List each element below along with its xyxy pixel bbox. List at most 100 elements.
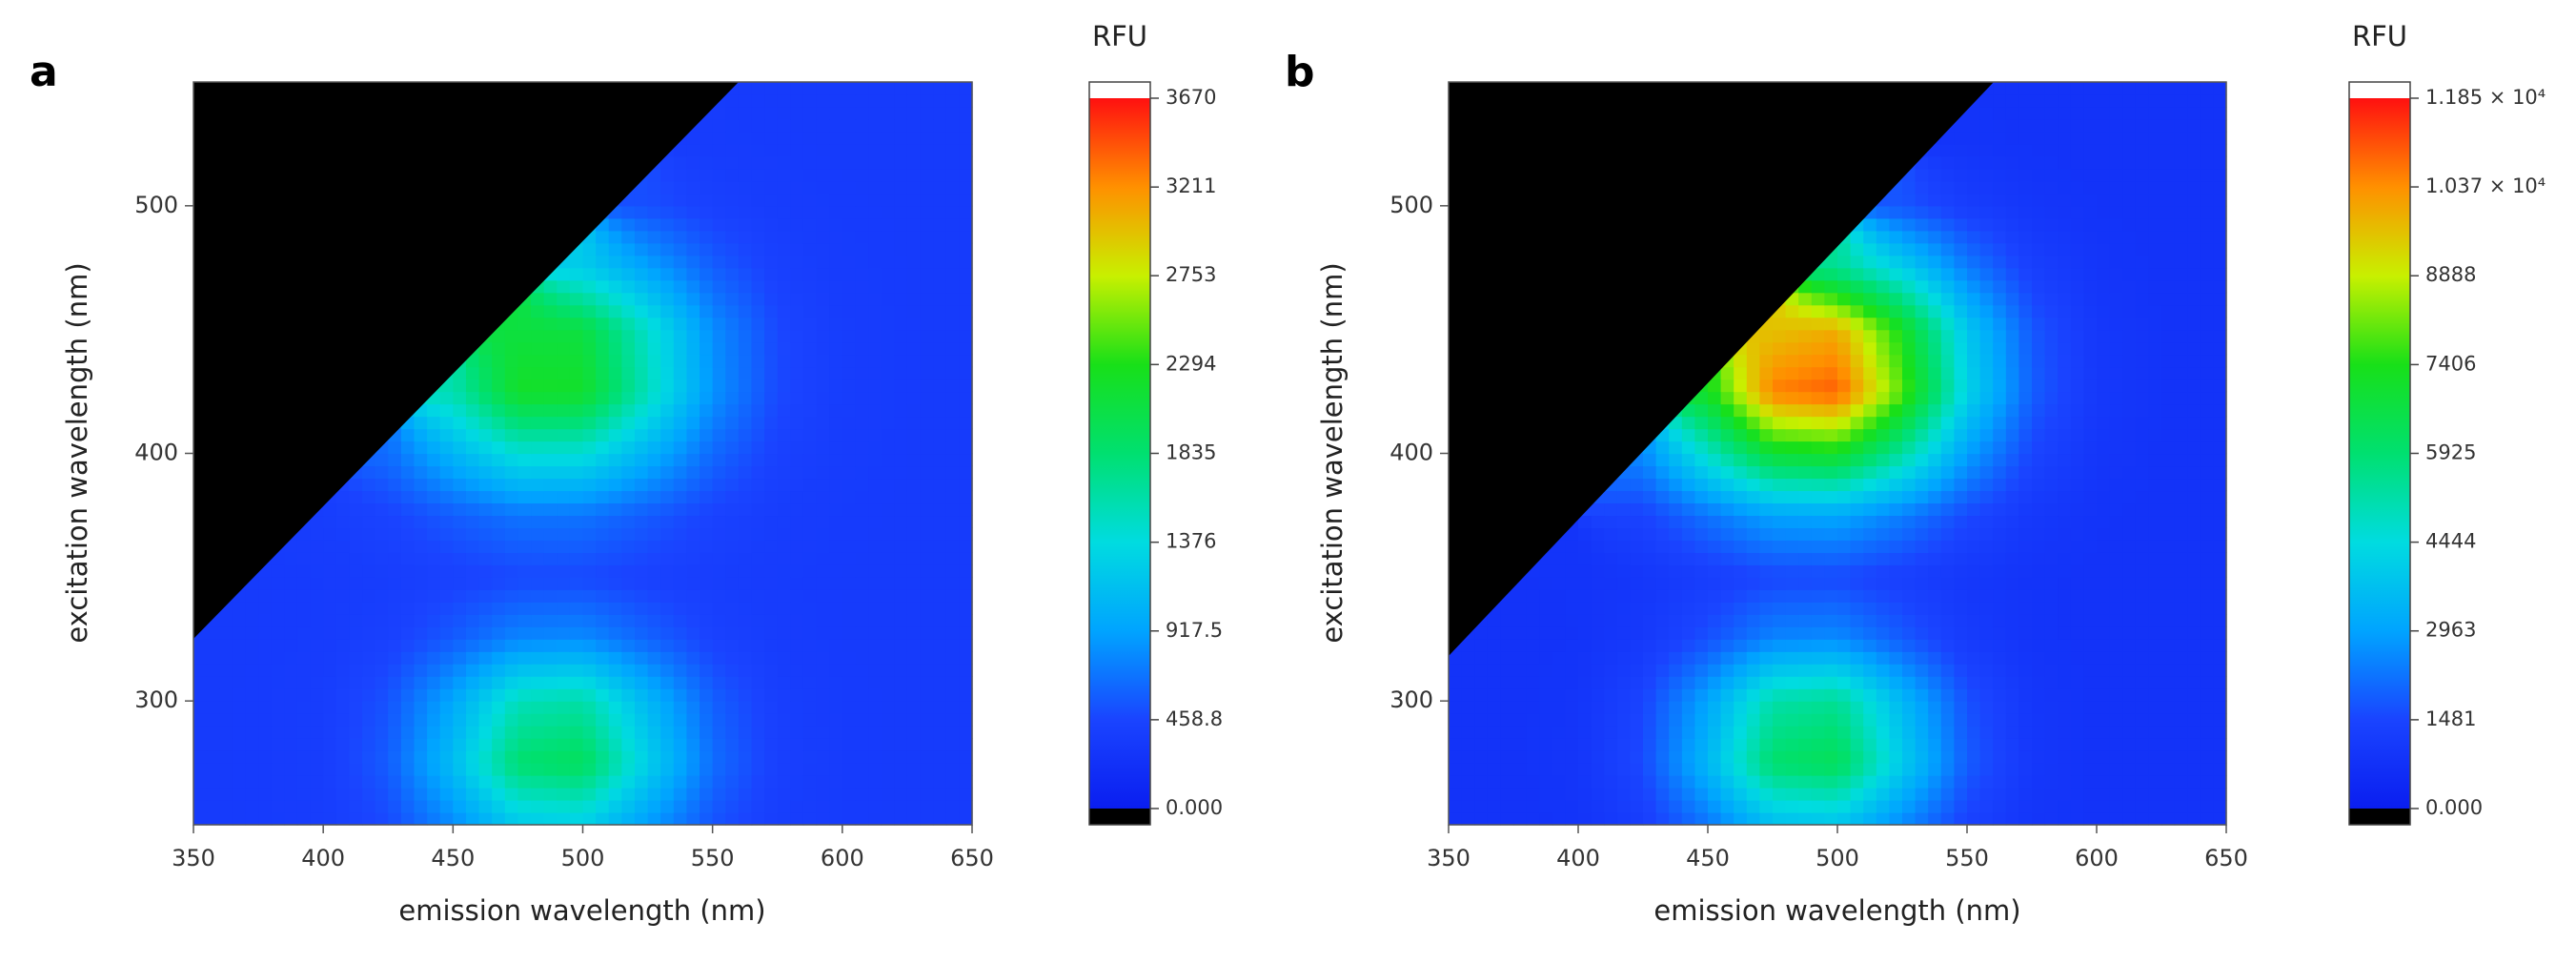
heatmap-cell <box>1526 775 1540 789</box>
heatmap-cell <box>1954 515 1968 528</box>
heatmap-cell <box>660 428 675 442</box>
heatmap-cell <box>673 292 688 306</box>
heatmap-cell <box>1889 701 1903 714</box>
heatmap-cell <box>1513 812 1528 826</box>
heatmap-cell <box>1746 750 1760 764</box>
heatmap-cell <box>842 304 857 318</box>
heatmap-cell <box>634 490 649 504</box>
heatmap-cell <box>2122 664 2137 677</box>
heatmap-cell <box>531 490 545 504</box>
heatmap-cell <box>881 317 895 331</box>
heatmap-cell <box>1863 701 1877 714</box>
heatmap-cell <box>2174 688 2188 702</box>
heatmap-cell <box>453 800 467 813</box>
heatmap-cell <box>258 763 273 776</box>
heatmap-cell <box>1708 515 1722 528</box>
heatmap-cell <box>219 812 233 826</box>
heatmap-cell <box>1785 354 1799 368</box>
heatmap-cell <box>1785 552 1799 565</box>
heatmap-cell <box>906 763 922 776</box>
heatmap-cell <box>2032 812 2046 826</box>
heatmap-cell <box>543 688 558 702</box>
heatmap-cell <box>802 775 818 789</box>
x-tick-label: 650 <box>950 845 994 871</box>
heatmap-cell <box>894 478 908 492</box>
heatmap-cell <box>673 180 688 195</box>
heatmap-cell <box>1734 589 1748 603</box>
heatmap-cell <box>894 168 908 182</box>
heatmap-cell <box>335 552 350 565</box>
heatmap-cell <box>1773 478 1787 492</box>
heatmap-cell <box>959 317 973 331</box>
heatmap-cell <box>310 713 324 727</box>
heatmap-cell <box>310 552 324 565</box>
heatmap-cell <box>816 180 830 195</box>
heatmap-cell <box>504 540 519 553</box>
heatmap-cell <box>1734 639 1748 652</box>
heatmap-cell <box>1759 527 1774 541</box>
heatmap-cell <box>725 453 740 467</box>
heatmap-cell <box>439 416 454 430</box>
heatmap-cell <box>1773 552 1787 565</box>
heatmap-cell <box>2032 416 2046 430</box>
heatmap-cell <box>738 379 753 393</box>
heatmap-cell <box>258 614 273 627</box>
heatmap-cell <box>790 354 804 368</box>
heatmap-cell <box>959 527 973 541</box>
heatmap-cell <box>634 453 649 467</box>
heatmap-cell <box>1837 577 1852 590</box>
heatmap-cell <box>829 143 843 157</box>
heatmap-cell <box>894 812 908 826</box>
heatmap-cell <box>2109 713 2123 727</box>
heatmap-cell <box>1993 403 2007 418</box>
heatmap-cell <box>906 800 922 813</box>
heatmap-cell <box>881 403 895 418</box>
heatmap-cell <box>414 602 428 615</box>
heatmap-cell <box>1811 614 1825 627</box>
heatmap-cell <box>1850 453 1864 467</box>
heatmap-cell <box>1694 564 1709 578</box>
heatmap-cell <box>569 515 584 528</box>
heatmap-cell <box>1669 639 1683 652</box>
heatmap-cell <box>686 131 700 145</box>
heatmap-cell <box>959 255 973 269</box>
heatmap-cell <box>582 775 597 789</box>
heatmap-cell <box>1850 688 1864 702</box>
heatmap-cell <box>816 763 830 776</box>
heatmap-cell <box>2213 701 2227 714</box>
heatmap-cell <box>660 354 675 368</box>
heatmap-cell <box>2044 775 2059 789</box>
heatmap-cell <box>2044 540 2059 553</box>
heatmap-cell <box>712 267 726 281</box>
heatmap-cell <box>517 341 532 356</box>
heatmap-cell <box>1824 639 1838 652</box>
heatmap-cell <box>712 255 726 269</box>
heatmap-cell <box>647 713 661 727</box>
heatmap-cell <box>543 341 558 356</box>
heatmap-cell <box>465 750 480 764</box>
heatmap-cell <box>2174 552 2188 565</box>
heatmap-cell <box>1876 750 1890 764</box>
heatmap-cell <box>439 713 454 727</box>
heatmap-cell <box>816 267 830 281</box>
heatmap-cell <box>2032 589 2046 603</box>
heatmap-cell <box>725 255 740 269</box>
heatmap-cell <box>945 639 960 652</box>
heatmap-cell <box>933 800 947 813</box>
heatmap-cell <box>232 602 247 615</box>
heatmap-cell <box>660 651 675 665</box>
heatmap-cell <box>2083 589 2098 603</box>
heatmap-cell <box>2161 602 2176 615</box>
heatmap-cell <box>1669 775 1683 789</box>
heatmap-cell <box>427 775 441 789</box>
heatmap-cell <box>1863 540 1877 553</box>
heatmap-cell <box>2187 527 2201 541</box>
heatmap-cell <box>1461 726 1475 739</box>
heatmap-cell <box>1773 490 1787 504</box>
heatmap-cell <box>400 676 416 689</box>
heatmap-cell <box>323 664 337 677</box>
heatmap-cell <box>868 93 882 108</box>
heatmap-cell <box>2200 502 2214 517</box>
heatmap-cell <box>842 403 857 418</box>
heatmap-cell <box>596 701 610 714</box>
